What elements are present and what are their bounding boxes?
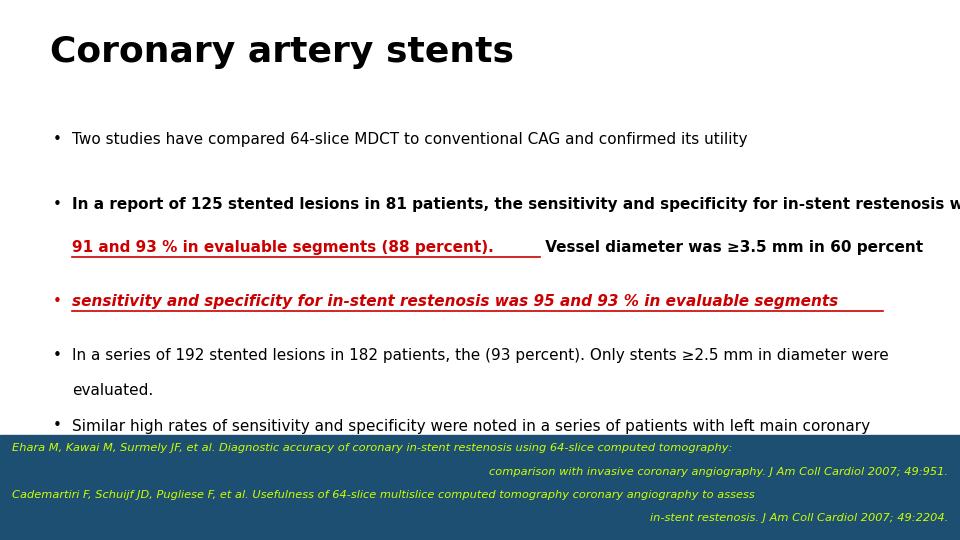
Text: in-stent restenosis. J Am Coll Cardiol 2007; 49:2204.: in-stent restenosis. J Am Coll Cardiol 2… [650, 513, 948, 523]
Text: In a series of 192 stented lesions in 182 patients, the (93 percent). Only stent: In a series of 192 stented lesions in 18… [72, 348, 889, 363]
Text: •: • [53, 418, 61, 434]
Text: •: • [53, 348, 61, 363]
Text: artery in-stent restenosis in which the average vessel diameter was 3.4 mm: artery in-stent restenosis in which the … [72, 454, 658, 469]
Text: Two studies have compared 64-slice MDCT to conventional CAG and confirmed its ut: Two studies have compared 64-slice MDCT … [72, 132, 748, 147]
Text: 91 and 93 % in evaluable segments (88 percent).: 91 and 93 % in evaluable segments (88 pe… [72, 240, 493, 255]
Text: •: • [53, 294, 61, 309]
Text: Coronary artery stents: Coronary artery stents [50, 35, 514, 69]
Text: •: • [53, 197, 61, 212]
Text: evaluated.: evaluated. [72, 383, 154, 399]
Text: In a report of 125 stented lesions in 81 patients, the sensitivity and specifici: In a report of 125 stented lesions in 81… [72, 197, 960, 212]
Bar [0, 435, 960, 540]
Text: •: • [53, 132, 61, 147]
Text: Cademartiri F, Schuijf JD, Pugliese F, et al. Usefulness of 64-slice multislice : Cademartiri F, Schuijf JD, Pugliese F, e… [12, 490, 755, 500]
Text: Ehara M, Kawai M, Surmely JF, et al. Diagnostic accuracy of coronary in-stent re: Ehara M, Kawai M, Surmely JF, et al. Dia… [12, 443, 732, 453]
Text: sensitivity and specificity for in-stent restenosis was 95 and 93 % in evaluable: sensitivity and specificity for in-stent… [72, 294, 838, 309]
Text: comparison with invasive coronary angiography. J Am Coll Cardiol 2007; 49:951.: comparison with invasive coronary angiog… [490, 467, 948, 477]
Text: Vessel diameter was ≥3.5 mm in 60 percent: Vessel diameter was ≥3.5 mm in 60 percen… [540, 240, 923, 255]
Text: Similar high rates of sensitivity and specificity were noted in a series of pati: Similar high rates of sensitivity and sp… [72, 418, 870, 434]
